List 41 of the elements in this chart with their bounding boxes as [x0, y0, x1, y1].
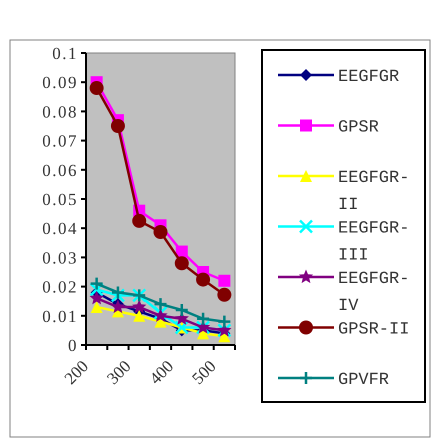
y-tick-label: 0.1	[52, 44, 78, 63]
x-tick-label: 300	[103, 356, 135, 388]
point	[90, 81, 104, 96]
y-tick-label: 0.02	[42, 278, 78, 297]
x-tick-label: 200	[60, 356, 92, 388]
y-tick-label: 0.06	[42, 160, 78, 180]
y-tick-label: 0.04	[42, 219, 78, 238]
point	[110, 300, 126, 314]
y-tick-label: 0.08	[42, 102, 78, 122]
y-tick-label: 0.07	[42, 132, 78, 151]
point	[196, 272, 210, 287]
point	[133, 310, 146, 322]
point	[90, 301, 103, 314]
point	[174, 256, 189, 270]
x-tick-label: 500	[188, 356, 220, 388]
y-tick-label: 0.03	[42, 248, 78, 268]
point	[89, 276, 104, 291]
y-tick-label: 0.09	[42, 73, 78, 92]
legend-label: EEGFGR-IV	[338, 270, 410, 316]
point	[196, 311, 210, 326]
point	[110, 285, 126, 300]
point	[110, 119, 125, 133]
point	[217, 288, 232, 302]
legend-label: GPSR	[338, 118, 379, 138]
y-tick-label: 0.05	[42, 190, 78, 209]
point	[154, 224, 168, 239]
x-tick-label: 400	[146, 356, 178, 388]
legend-label: GPSR-II	[338, 320, 410, 340]
point	[90, 290, 104, 304]
legend-label: EEGFGR-III	[338, 219, 410, 266]
point	[174, 302, 190, 318]
point	[132, 300, 146, 314]
point	[132, 214, 146, 228]
point	[153, 296, 168, 312]
legend-label: GPVFR	[338, 370, 390, 390]
point	[217, 314, 232, 329]
y-tick-label: 0.01	[42, 306, 78, 326]
y-tick-label: 0	[68, 336, 78, 355]
point	[218, 274, 230, 287]
legend-label: EEGFGR-II	[338, 168, 410, 215]
legend-label: EEGFGR	[338, 68, 400, 87]
